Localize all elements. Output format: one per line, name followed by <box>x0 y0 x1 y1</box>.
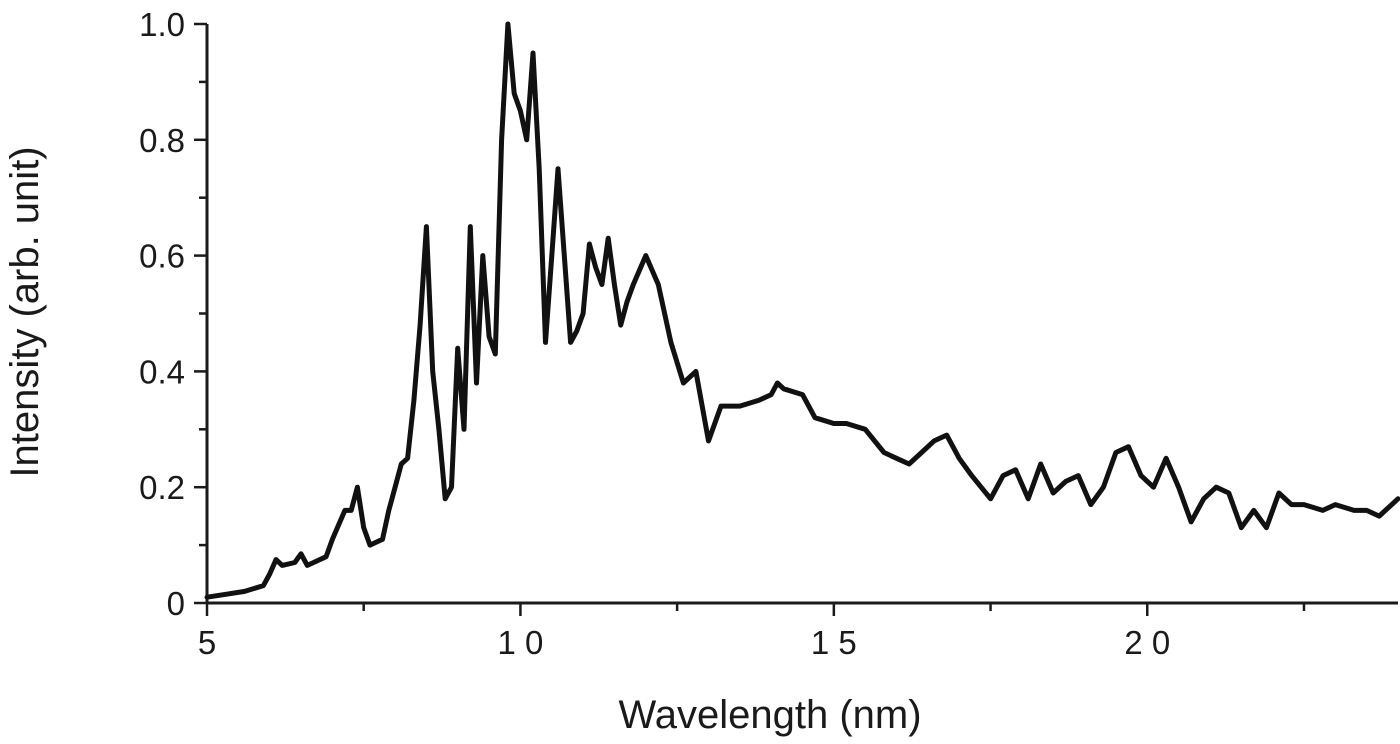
y-tick-label: 0.8 <box>139 122 185 159</box>
y-tick-label: 0.4 <box>139 353 185 390</box>
x-tick-label: 2 0 <box>1124 624 1170 661</box>
plot-area <box>204 21 1400 600</box>
y-tick-label: 0.6 <box>139 238 185 275</box>
y-tick-label: 0.2 <box>139 469 185 506</box>
y-tick-label: 1.0 <box>139 6 185 43</box>
x-tick-label: 1 5 <box>811 624 857 661</box>
x-tick-label: 5 <box>198 624 216 661</box>
y-axis: 0 0.2 0.4 0.6 0.8 1.0 <box>139 6 209 622</box>
y-tick-label: 0 <box>167 585 185 622</box>
x-axis: 5 1 0 1 5 2 0 <box>198 601 1398 661</box>
spectrum-line <box>204 21 1400 600</box>
x-axis-title: Wavelength (nm) <box>618 693 921 737</box>
y-axis-title: Intensity (arb. unit) <box>3 146 47 477</box>
x-tick-label: 1 0 <box>497 624 543 661</box>
